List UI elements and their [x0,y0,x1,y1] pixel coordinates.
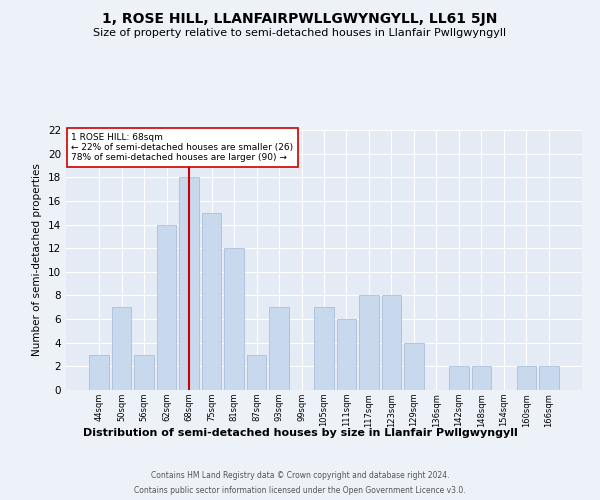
Bar [539,366,559,390]
Bar [179,178,199,390]
Bar [404,342,424,390]
Bar [112,308,131,390]
Bar [472,366,491,390]
Bar [517,366,536,390]
Bar [134,354,154,390]
Bar [269,308,289,390]
Bar [359,296,379,390]
Text: Distribution of semi-detached houses by size in Llanfair Pwllgwyngyll: Distribution of semi-detached houses by … [83,428,517,438]
Text: 1, ROSE HILL, LLANFAIRPWLLGWYNGYLL, LL61 5JN: 1, ROSE HILL, LLANFAIRPWLLGWYNGYLL, LL61… [103,12,497,26]
Bar [89,354,109,390]
Text: Contains HM Land Registry data © Crown copyright and database right 2024.: Contains HM Land Registry data © Crown c… [151,471,449,480]
Text: Size of property relative to semi-detached houses in Llanfair Pwllgwyngyll: Size of property relative to semi-detach… [94,28,506,38]
Bar [202,212,221,390]
Bar [337,319,356,390]
Text: 1 ROSE HILL: 68sqm
← 22% of semi-detached houses are smaller (26)
78% of semi-de: 1 ROSE HILL: 68sqm ← 22% of semi-detache… [71,132,293,162]
Bar [247,354,266,390]
Y-axis label: Number of semi-detached properties: Number of semi-detached properties [32,164,43,356]
Bar [382,296,401,390]
Bar [224,248,244,390]
Bar [449,366,469,390]
Text: Contains public sector information licensed under the Open Government Licence v3: Contains public sector information licen… [134,486,466,495]
Bar [157,224,176,390]
Bar [314,308,334,390]
